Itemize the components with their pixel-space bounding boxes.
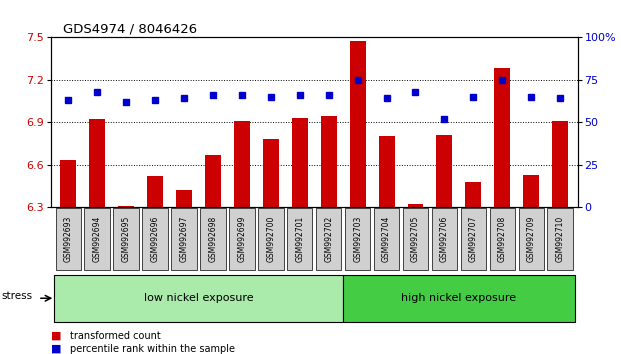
Bar <box>263 139 279 207</box>
Text: percentile rank within the sample: percentile rank within the sample <box>70 344 235 354</box>
Text: GSM992699: GSM992699 <box>237 216 247 262</box>
Text: GSM992696: GSM992696 <box>150 216 160 262</box>
Bar <box>176 190 192 207</box>
Bar <box>89 119 105 207</box>
Bar <box>147 176 163 207</box>
FancyBboxPatch shape <box>519 208 544 270</box>
Bar <box>320 116 337 207</box>
Bar <box>437 135 452 207</box>
FancyBboxPatch shape <box>114 208 139 270</box>
FancyBboxPatch shape <box>345 208 370 270</box>
Text: transformed count: transformed count <box>70 331 160 341</box>
Text: GSM992693: GSM992693 <box>64 216 73 262</box>
FancyBboxPatch shape <box>258 208 284 270</box>
FancyBboxPatch shape <box>548 208 573 270</box>
FancyBboxPatch shape <box>200 208 225 270</box>
FancyBboxPatch shape <box>403 208 428 270</box>
Text: GSM992705: GSM992705 <box>411 216 420 262</box>
FancyBboxPatch shape <box>55 208 81 270</box>
Bar <box>350 41 366 207</box>
Text: ■: ■ <box>51 331 61 341</box>
Text: GSM992708: GSM992708 <box>498 216 507 262</box>
Bar <box>60 160 76 207</box>
Text: GSM992710: GSM992710 <box>556 216 564 262</box>
FancyBboxPatch shape <box>287 208 312 270</box>
Bar <box>118 206 134 207</box>
Text: GSM992697: GSM992697 <box>179 216 189 262</box>
Bar <box>524 175 539 207</box>
Text: GDS4974 / 8046426: GDS4974 / 8046426 <box>63 22 197 35</box>
FancyBboxPatch shape <box>84 208 110 270</box>
Text: GSM992707: GSM992707 <box>469 216 478 262</box>
FancyBboxPatch shape <box>489 208 515 270</box>
Bar <box>379 136 394 207</box>
Text: GSM992709: GSM992709 <box>527 216 536 262</box>
Text: low nickel exposure: low nickel exposure <box>143 293 253 303</box>
FancyBboxPatch shape <box>229 208 255 270</box>
Text: GSM992703: GSM992703 <box>353 216 362 262</box>
Text: GSM992706: GSM992706 <box>440 216 449 262</box>
Bar <box>292 118 308 207</box>
FancyBboxPatch shape <box>343 275 574 322</box>
Bar <box>494 68 510 207</box>
Text: GSM992695: GSM992695 <box>122 216 130 262</box>
Bar <box>465 182 481 207</box>
Bar <box>205 155 221 207</box>
FancyBboxPatch shape <box>374 208 399 270</box>
FancyBboxPatch shape <box>461 208 486 270</box>
Text: GSM992702: GSM992702 <box>324 216 333 262</box>
FancyBboxPatch shape <box>54 275 343 322</box>
Bar <box>552 121 568 207</box>
Bar <box>234 121 250 207</box>
Bar <box>407 204 424 207</box>
Text: stress: stress <box>2 291 33 301</box>
Text: GSM992704: GSM992704 <box>382 216 391 262</box>
Text: GSM992701: GSM992701 <box>295 216 304 262</box>
Text: ■: ■ <box>51 344 61 354</box>
FancyBboxPatch shape <box>432 208 457 270</box>
Text: GSM992700: GSM992700 <box>266 216 275 262</box>
FancyBboxPatch shape <box>171 208 197 270</box>
FancyBboxPatch shape <box>316 208 342 270</box>
Text: GSM992694: GSM992694 <box>93 216 102 262</box>
Text: GSM992698: GSM992698 <box>209 216 217 262</box>
FancyBboxPatch shape <box>142 208 168 270</box>
Text: high nickel exposure: high nickel exposure <box>401 293 517 303</box>
